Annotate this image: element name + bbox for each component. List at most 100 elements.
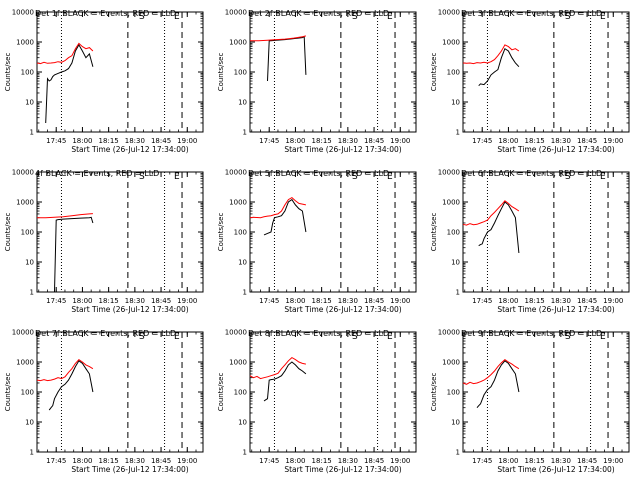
x-tick-label: 18:45 [364,137,384,145]
x-tick-label: 18:30 [551,457,571,465]
chart-panel-2: Det 2f BLACK = Events, RED = LLD 1 10 100 10… [217,9,417,154]
time-marker-label: S [565,172,571,182]
y-tick-label: 10 [25,99,34,107]
x-tick-label: 19:00 [177,457,197,465]
time-marker-label: E [174,332,180,342]
series-line-events [45,43,94,124]
x-axis-label: Start Time (26-Jul-12 17:34:00) [71,465,188,474]
x-tick-label: 18:15 [312,297,332,305]
series-line-lld [462,200,520,226]
y-tick-label: 1 [243,129,247,137]
y-tick-label: 10000 [12,9,34,17]
x-tick-label: 18:00 [72,137,92,145]
x-tick-label: 18:00 [498,137,518,145]
x-tick-label: 19:00 [390,137,410,145]
y-axis-label: Counts/sec [4,373,12,412]
series-line-lld [36,358,94,382]
y-tick-label: 100 [234,229,247,237]
y-tick-label: 10 [238,419,247,427]
chart-title: Det 6f BLACK = Events, RED = LLD [461,169,602,178]
series-line-lld [249,356,306,380]
y-tick-label: 10000 [12,169,34,177]
x-tick-label: 18:15 [525,457,545,465]
x-tick-label: 18:45 [364,457,384,465]
y-tick-label: 10000 [225,9,247,17]
time-marker-label: S [565,12,571,22]
y-tick-label: 1000 [229,199,247,207]
y-axis-label: Counts/sec [430,373,438,412]
chart-title: Det 3f BLACK = Events, RED = LLD [461,9,602,18]
x-tick-label: 19:00 [390,457,410,465]
x-tick-label: 18:45 [151,297,171,305]
chart-title: Det 8f BLACK = Events, RED = LLD [248,329,389,338]
x-axis-label: Start Time (26-Jul-12 17:34:00) [284,145,401,154]
x-tick-label: 18:30 [338,457,358,465]
y-tick-label: 100 [447,69,460,77]
y-tick-label: 10 [25,419,34,427]
x-tick-label: 18:15 [525,297,545,305]
x-tick-label: 19:00 [603,297,623,305]
y-tick-label: 1 [30,449,34,457]
time-marker-label: E [387,332,393,342]
x-axis-label: Start Time (26-Jul-12 17:34:00) [71,305,188,314]
y-tick-label: 100 [21,69,34,77]
x-tick-label: 18:45 [151,137,171,145]
x-tick-label: 18:15 [99,297,119,305]
series-line-events [478,47,520,87]
x-tick-label: 18:45 [577,137,597,145]
x-tick-label: 18:30 [125,297,145,305]
chart-panel-3: Det 3f BLACK = Events, RED = LLD 1 10 100 10… [430,9,630,154]
y-tick-label: 100 [234,69,247,77]
time-marker-label: S [565,332,571,342]
series-line-lld [462,358,520,385]
y-tick-label: 1 [456,449,460,457]
y-tick-label: 1000 [229,39,247,47]
time-marker-label: S [139,12,145,22]
time-marker-label: E [600,172,606,182]
y-tick-label: 1000 [16,359,34,367]
y-tick-label: 1000 [442,199,460,207]
y-tick-label: 100 [447,229,460,237]
chart-title: Det 7f BLACK = Events, RED = LLD [35,329,176,338]
series-line-lld [249,196,307,219]
x-axis-label: Start Time (26-Jul-12 17:34:00) [71,145,188,154]
series-line-lld [462,44,520,65]
chart-panel-7: Det 7f BLACK = Events, RED = LLD 1 10 100 10… [4,329,204,474]
x-tick-label: 18:30 [551,137,571,145]
y-tick-label: 1000 [16,199,34,207]
y-tick-label: 10000 [438,329,460,337]
x-tick-label: 18:30 [338,297,358,305]
y-tick-label: 1 [456,129,460,137]
y-tick-label: 1 [243,289,247,297]
time-marker-label: S [352,332,358,342]
x-tick-label: 18:00 [285,137,305,145]
series-line-lld [37,213,93,219]
y-tick-label: 10000 [12,329,34,337]
x-tick-label: 17:45 [472,297,492,305]
chart-panel-9: Det 9f BLACK = Events, RED = LLD 1 10 100 10… [430,329,630,474]
y-tick-label: 10000 [225,169,247,177]
y-axis-label: Counts/sec [217,213,225,252]
chart-title: Det 1f BLACK = Events, RED = LLD [35,9,176,18]
y-tick-label: 1 [30,129,34,137]
x-tick-label: 17:45 [259,137,279,145]
y-tick-label: 1000 [442,39,460,47]
time-marker-label: E [387,12,393,22]
y-tick-label: 1000 [442,359,460,367]
y-axis-label: Counts/sec [430,213,438,252]
x-tick-label: 18:15 [525,137,545,145]
y-axis-label: Counts/sec [4,53,12,92]
x-tick-label: 17:45 [46,457,66,465]
y-tick-label: 10 [238,99,247,107]
x-tick-label: 19:00 [603,457,623,465]
x-tick-label: 18:15 [99,137,119,145]
y-tick-label: 10000 [225,329,247,337]
y-tick-label: 1 [456,289,460,297]
y-axis-label: Counts/sec [430,53,438,92]
y-tick-label: 10 [25,259,34,267]
y-tick-label: 1000 [16,39,34,47]
series-line-events [54,216,94,293]
x-tick-label: 18:45 [151,457,171,465]
series-line-events [478,201,520,254]
